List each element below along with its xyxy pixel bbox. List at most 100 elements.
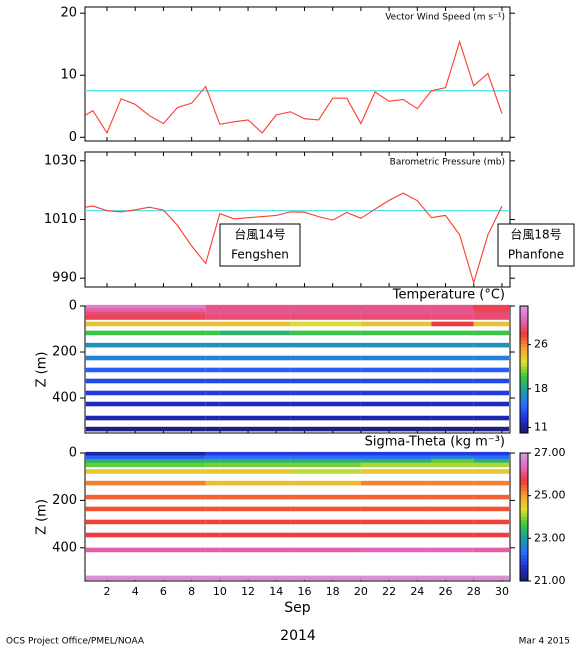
colorbar-segment: [520, 510, 528, 515]
heat-cell: [290, 575, 361, 581]
heat-cell: [290, 378, 361, 384]
heat-cell: [473, 367, 510, 373]
colorbar-segment: [520, 520, 528, 524]
colorbar-segment: [520, 453, 528, 457]
heat-cell: [85, 342, 206, 348]
colorbar-segment: [520, 568, 528, 572]
colorbar-tick-label: 23.00: [534, 531, 566, 544]
plot-frame: [84, 151, 511, 288]
heat-cell: [219, 532, 291, 538]
heat-cell: [431, 462, 474, 468]
heat-cell: [205, 469, 220, 474]
y-tick-label: 20: [60, 6, 77, 21]
heat-cell: [473, 458, 510, 464]
heat-cell: [290, 304, 361, 310]
heat-cell: [205, 506, 220, 512]
heat-cell: [219, 494, 291, 500]
colorbar-segment: [520, 379, 528, 383]
x-axis-label: Sep: [284, 600, 311, 616]
colorbar-segment: [520, 420, 528, 424]
heat-cell: [205, 532, 220, 538]
heat-cell: [290, 426, 361, 432]
heat-cell: [205, 308, 220, 313]
x-tick-label: 26: [439, 585, 453, 598]
heat-cell: [290, 321, 361, 327]
heat-cell: [473, 401, 510, 407]
heat-cell: [290, 451, 361, 457]
heat-cell: [431, 532, 474, 538]
heat-cell: [360, 378, 432, 384]
colorbar-segment: [520, 404, 528, 409]
heat-cell: [431, 304, 474, 310]
colorbar-tick-label: 11: [534, 420, 548, 433]
heat-cell: [473, 315, 510, 320]
x-tick-label: 22: [382, 585, 396, 598]
heat-cell: [205, 480, 220, 486]
heat-cell: [290, 455, 361, 461]
heat-cell: [219, 575, 291, 581]
heat-cell: [473, 426, 510, 432]
heat-cell: [205, 494, 220, 500]
heat-cell: [360, 469, 432, 474]
heat-cell: [219, 342, 291, 348]
colorbar-segment: [520, 549, 528, 553]
heat-cell: [360, 426, 432, 432]
annotation-text: Fengshen: [231, 248, 289, 262]
heat-cell: [360, 308, 432, 313]
x-tick-label: 28: [467, 585, 481, 598]
heat-cell: [205, 311, 220, 317]
heat-cell: [85, 519, 206, 525]
heat-cell: [473, 462, 510, 468]
heat-cell: [219, 469, 291, 474]
colorbar-segment: [520, 494, 528, 499]
colorbar-segment: [520, 413, 528, 418]
colorbar-segment: [520, 334, 528, 339]
plot-frame: [84, 6, 511, 142]
y-tick-label: 10: [60, 68, 77, 83]
heat-cell: [431, 494, 474, 500]
heat-cell: [360, 401, 432, 407]
heat-cell: [205, 458, 220, 464]
heat-cell: [85, 455, 206, 461]
heat-cell: [431, 506, 474, 512]
annotation-box: [497, 223, 575, 267]
heat-cell: [290, 308, 361, 313]
heat-cell: [431, 401, 474, 407]
heat-cell: [473, 321, 510, 327]
colorbar-segment: [520, 372, 528, 377]
colorbar-segment: [520, 501, 528, 505]
colorbar-segment: [520, 475, 528, 480]
heat-cell: [85, 575, 206, 581]
heat-cell: [85, 415, 206, 421]
heat-cell: [473, 519, 510, 525]
colorbar-tick-label: 18: [534, 382, 548, 395]
colorbar-segment: [520, 504, 528, 508]
colorbar-segment: [520, 533, 528, 537]
y-tick-label: 0: [69, 130, 77, 145]
heat-cell: [360, 480, 432, 486]
colorbar-segment: [520, 574, 528, 579]
heat-cell: [473, 378, 510, 384]
heat-cell: [360, 519, 432, 525]
heat-cell: [205, 390, 220, 396]
colorbar-segment: [520, 523, 528, 528]
heat-cell: [205, 367, 220, 373]
colorbar-segment: [520, 526, 528, 531]
heat-cell: [290, 547, 361, 553]
heat-cell: [85, 451, 206, 457]
heat-cell: [205, 415, 220, 421]
heat-cell: [219, 426, 291, 432]
colorbar-segment: [520, 312, 528, 317]
y-tick-label: 400: [52, 391, 77, 406]
heat-cell: [290, 401, 361, 407]
heat-cell: [85, 367, 206, 373]
colorbar-segment: [520, 350, 528, 355]
heat-cell: [290, 480, 361, 486]
footer-right: Mar 4 2015: [519, 637, 570, 647]
heat-cell: [85, 494, 206, 500]
heat-cell: [431, 390, 474, 396]
y-tick-label: 200: [52, 345, 77, 360]
heat-cell: [360, 342, 432, 348]
heat-cell: [431, 426, 474, 432]
heat-cell: [219, 455, 291, 461]
